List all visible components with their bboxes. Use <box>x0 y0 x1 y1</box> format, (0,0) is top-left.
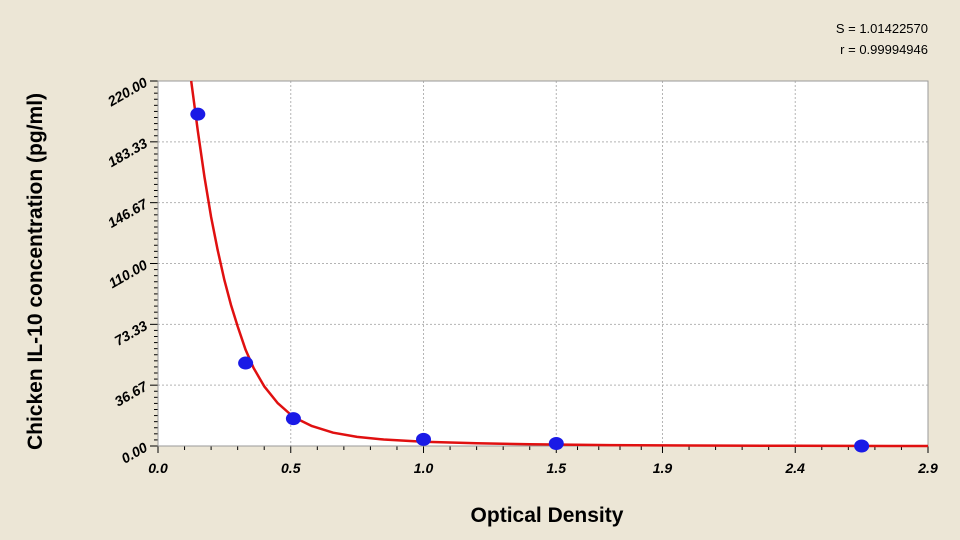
y-tick-label: 146.67 <box>105 195 151 231</box>
x-tick-label: 1.0 <box>414 460 434 476</box>
fit-curve-line <box>189 80 929 448</box>
y-axis-ticks: 0.00 36.67 73.33 110.00 146.67 183.33 220.00 <box>104 74 158 467</box>
x-tick-label: 0.5 <box>281 460 301 476</box>
data-points <box>190 107 870 453</box>
r-value-label: r = 0.99994946 <box>840 42 928 57</box>
y-tick-label: 110.00 <box>106 256 150 291</box>
x-axis-title: Optical Density <box>471 504 624 527</box>
data-point <box>416 432 432 446</box>
x-tick-label: 2.9 <box>917 460 938 476</box>
s-value-label: S = 1.01422570 <box>835 21 928 36</box>
y-tick-label: 183.33 <box>105 135 150 170</box>
data-point <box>854 439 870 453</box>
fit-statistics: S = 1.01422570 r = 0.99994946 <box>836 18 928 60</box>
y-axis-title: Chicken IL-10 concentration (pg/ml) <box>24 93 47 450</box>
data-point <box>285 412 301 426</box>
plot-border <box>157 80 929 447</box>
data-point <box>238 356 254 370</box>
x-axis-ticks: 0.0 0.5 1.0 1.5 1.9 2.4 2.9 <box>148 446 938 476</box>
y-tick-label: 0.00 <box>118 439 150 467</box>
minor-ticks <box>154 86 902 450</box>
x-tick-label: 2.4 <box>785 460 806 476</box>
y-tick-label: 73.33 <box>112 317 151 348</box>
x-tick-label: 1.5 <box>547 460 567 476</box>
x-tick-label: 1.9 <box>653 460 673 476</box>
y-tick-label: 220.00 <box>104 74 150 110</box>
data-point <box>548 437 564 451</box>
grid-lines <box>158 81 928 446</box>
x-tick-label: 0.0 <box>148 460 168 476</box>
y-tick-label: 36.67 <box>112 378 151 410</box>
data-point <box>190 107 206 121</box>
